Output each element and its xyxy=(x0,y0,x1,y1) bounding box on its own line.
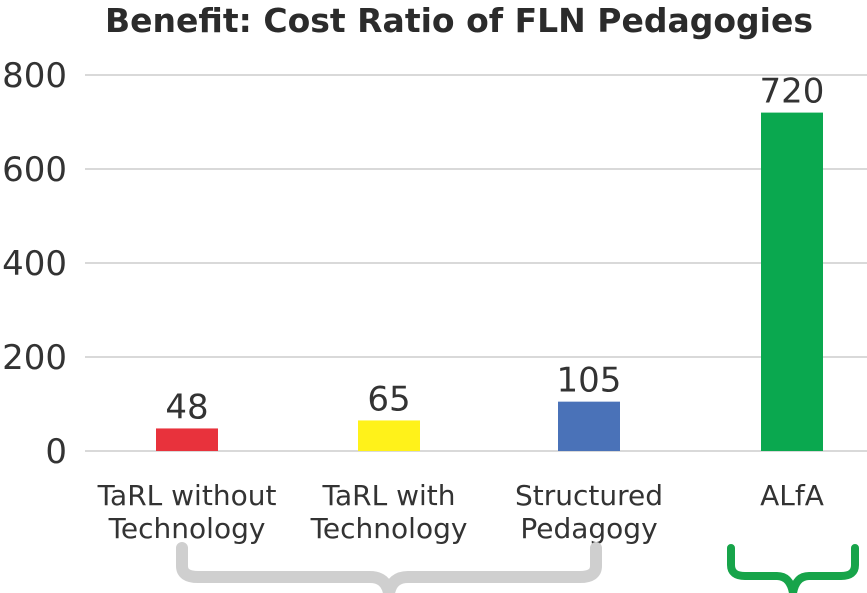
group-braces xyxy=(176,542,859,593)
data-label: 65 xyxy=(367,379,410,419)
data-label: 105 xyxy=(557,361,622,401)
data-label: 48 xyxy=(165,387,208,427)
bars xyxy=(156,112,823,451)
category-label: TaRL with xyxy=(322,479,456,512)
category-label: Technology xyxy=(108,512,266,545)
data-labels: 48 65 105 720 xyxy=(165,72,824,428)
y-tick-label: 800 xyxy=(2,56,67,96)
chart-title: Benefit: Cost Ratio of FLN Pedagogies xyxy=(105,1,813,40)
bar xyxy=(358,420,420,451)
green-brace xyxy=(727,544,859,593)
data-label: 720 xyxy=(760,72,825,112)
bar xyxy=(558,401,620,451)
y-tick-label: 400 xyxy=(2,244,67,284)
gray-brace xyxy=(176,542,602,593)
category-label: Structured xyxy=(515,479,663,512)
bar xyxy=(156,428,218,451)
category-label: TaRL without xyxy=(97,479,277,512)
y-axis-ticks: 0 200 400 600 800 xyxy=(2,56,67,472)
y-tick-label: 200 xyxy=(2,338,67,378)
y-tick-label: 600 xyxy=(2,150,67,190)
bar xyxy=(761,112,823,451)
y-tick-label: 0 xyxy=(45,432,67,472)
category-label: Technology xyxy=(310,512,468,545)
category-label: ALfA xyxy=(760,479,824,512)
category-label: Pedagogy xyxy=(520,512,657,545)
gridlines xyxy=(85,74,867,452)
